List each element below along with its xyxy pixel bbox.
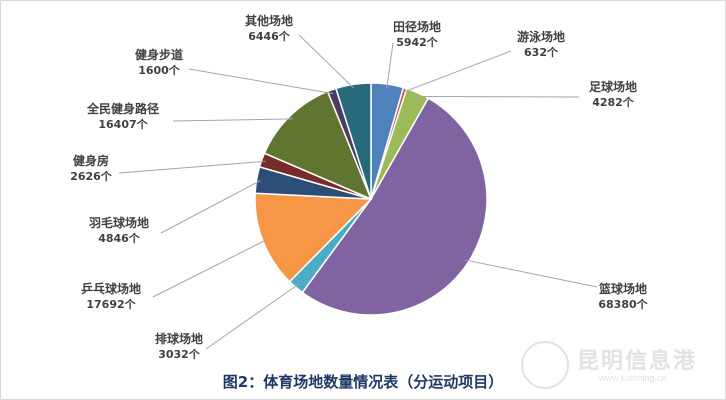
watermark-url: www.kunming.cn: [599, 373, 667, 383]
slice-value-label: 4282个: [592, 95, 635, 109]
leader-line: [118, 160, 266, 174]
slice-value-label: 4846个: [98, 231, 141, 245]
leader-line: [172, 118, 293, 122]
pie-slice: [334, 82, 372, 200]
watermark-logo-icon: [521, 341, 569, 389]
slice-category-label: 健身房: [73, 153, 109, 168]
slice-value-label: 1600个: [138, 63, 181, 77]
slice-value-label: 6446个: [248, 29, 291, 43]
leader-line: [464, 259, 598, 288]
leader-line: [205, 283, 299, 350]
leader-line: [188, 68, 334, 95]
chart-title: 图2：体育场地数量情况表（分运动项目）: [222, 373, 504, 391]
slice-category-label: 羽毛球场地: [89, 215, 149, 230]
leader-line: [403, 50, 512, 93]
slice-category-label: 田径场地: [393, 19, 441, 34]
slice-category-label: 游泳场地: [517, 29, 565, 44]
leader-line: [298, 34, 355, 89]
slice-category-label: 篮球场地: [598, 281, 647, 296]
slice-value-label: 632个: [524, 45, 559, 59]
slice-value-label: 68380个: [598, 297, 648, 311]
slice-value-label: 5942个: [396, 35, 439, 49]
slice-value-label: 3032个: [158, 347, 201, 361]
slice-value-label: 16407个: [98, 117, 148, 131]
slice-value-label: 2626个: [70, 169, 113, 183]
slice-category-label: 全民健身路径: [86, 101, 159, 116]
slice-category-label: 其他场地: [245, 13, 293, 28]
watermark-name: 昆明信息港: [577, 349, 698, 374]
slice-category-label: 排球场地: [155, 331, 203, 346]
slice-value-label: 17692个: [86, 297, 136, 311]
leader-lines: [118, 34, 598, 350]
slice-category-label: 乒乓球场地: [81, 281, 141, 296]
slice-category-label: 健身步道: [135, 47, 183, 62]
pie-slice: [263, 90, 373, 201]
pie-slice: [301, 97, 488, 316]
pie-slices: [254, 82, 488, 316]
leader-line: [386, 42, 394, 89]
slice-category-label: 足球场地: [589, 79, 637, 94]
watermark: 昆明信息港 www.kunming.cn: [521, 341, 711, 391]
leader-line: [152, 239, 267, 298]
leader-line: [160, 180, 261, 234]
